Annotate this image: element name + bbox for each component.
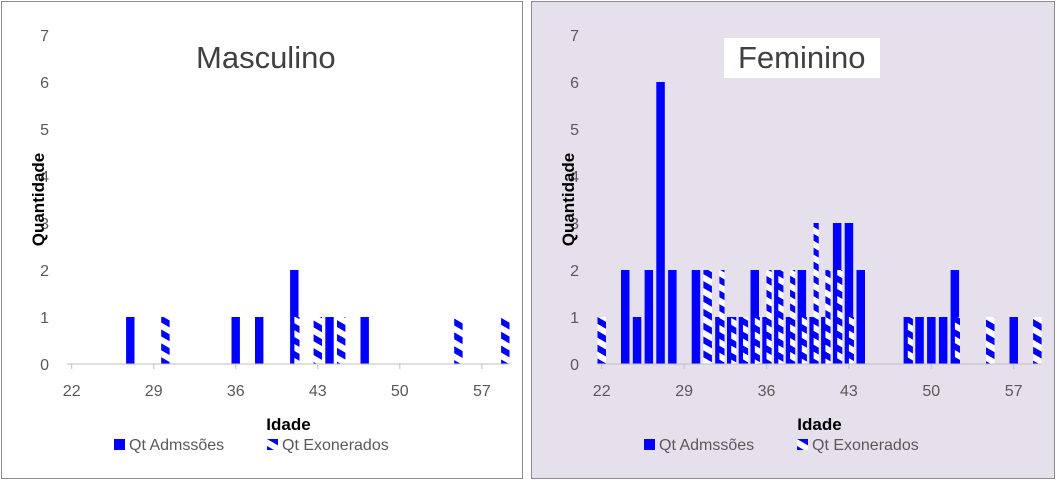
bar-exonerados-37 [778, 270, 784, 364]
bar-exonerados-40 [813, 223, 819, 364]
bar-admissoes-42 [832, 223, 842, 364]
bar-exonerados-36 [766, 270, 772, 364]
chart-panel-masculino: 0 1 2 3 4 5 6 7 22 29 36 43 50 57 Idade Quantidade Qt Ad… [1, 1, 523, 479]
y-tick-label: 6 [570, 75, 579, 92]
bar-admissoes-57 [1009, 317, 1018, 364]
legend-label-exonerados: Qt Exonerados [282, 437, 389, 454]
bar-admissoes-47 [360, 317, 369, 364]
x-axis-title: Idade [797, 415, 841, 434]
y-tick-label: 3 [570, 216, 579, 233]
bar-exonerados-59 [1033, 317, 1042, 364]
legend-label-admissoes: Qt Admssões [129, 437, 224, 454]
bar-admissoes-38 [255, 317, 264, 364]
bar-admissoes-51 [938, 317, 948, 364]
bar-exonerados-41 [825, 270, 831, 364]
y-tick-label: 1 [40, 310, 49, 327]
chart-masculino: 0 1 2 3 4 5 6 7 22 29 36 43 50 57 Idade Quantidade Qt Ad… [29, 28, 510, 454]
y-tick-label: 3 [40, 216, 49, 233]
y-tick-label: 0 [40, 357, 49, 374]
legend-marker-admissoes [114, 439, 125, 450]
bar-exonerados-22 [597, 317, 606, 364]
bar-admissoes-30 [691, 270, 701, 364]
bar-admissoes-41 [290, 270, 299, 364]
x-tick-label: 29 [675, 383, 693, 400]
bar-exonerados-33 [731, 317, 737, 364]
bar-admissoes-28 [668, 270, 677, 364]
legend-label-admissoes: Qt Admssões [659, 437, 754, 454]
y-tick-label: 2 [40, 263, 49, 280]
bar-admissoes-26 [644, 270, 654, 364]
chart-panel-feminino: 0 1 2 3 4 5 6 7 22 29 36 43 50 57 Idade Quantidade Qt Ad… [531, 1, 1055, 479]
y-axis-title: Quantidade [29, 153, 48, 247]
bar-exonerados-32 [719, 270, 725, 364]
bar-exonerados-35 [754, 317, 760, 364]
y-tick-label: 1 [570, 310, 579, 327]
bar-exonerados-43 [848, 317, 854, 364]
bar-admissoes-35 [750, 270, 759, 364]
bar-admissoes-44 [856, 270, 865, 364]
bar-admissoes-27 [126, 317, 135, 364]
y-tick-label: 5 [570, 122, 579, 139]
x-tick-label: 50 [391, 383, 409, 400]
x-tick-label: 43 [309, 383, 327, 400]
legend-marker-admissoes [644, 439, 655, 450]
x-tick-label: 29 [145, 383, 163, 400]
chart-feminino: 0 1 2 3 4 5 6 7 22 29 36 43 50 57 Idade Quantidade Qt Ad… [559, 28, 1042, 454]
legend-marker-exonerados [267, 439, 278, 450]
y-tick-label: 4 [40, 169, 49, 186]
bar-admissoes-52 [950, 270, 960, 364]
x-tick-label: 36 [227, 383, 245, 400]
bar-exonerados-55 [454, 317, 463, 364]
x-tick-label: 22 [63, 383, 81, 400]
bar-admissoes-43 [844, 223, 854, 364]
legend-label-exonerados: Qt Exonerados [812, 437, 919, 454]
y-tick-label: 7 [570, 28, 579, 45]
y-tick-label: 7 [40, 28, 49, 45]
x-tick-label: 57 [473, 383, 491, 400]
chart-title-feminino: Feminino [724, 38, 880, 78]
x-tick-label: 57 [1005, 383, 1023, 400]
chart-title-masculino: Masculino [182, 38, 350, 78]
bar-admissoes-25 [632, 317, 642, 364]
x-tick-label: 50 [922, 383, 940, 400]
bar-exonerados-45 [337, 317, 346, 364]
legend-marker-exonerados [797, 439, 808, 450]
y-tick-label: 0 [570, 357, 579, 374]
bar-exonerados-30 [161, 317, 170, 364]
bar-admissoes-44 [325, 317, 334, 364]
bar-exonerados-39 [801, 317, 807, 364]
y-axis-title: Quantidade [559, 153, 578, 247]
bar-exonerados-41 [294, 317, 300, 364]
bar-exonerados-38 [790, 270, 796, 364]
bar-exonerados-42 [837, 270, 843, 364]
bar-exonerados-55 [986, 317, 995, 364]
x-tick-label: 36 [758, 383, 776, 400]
bar-admissoes-41 [821, 317, 830, 364]
x-tick-label: 22 [593, 383, 611, 400]
y-tick-label: 4 [570, 169, 579, 186]
bar-admissoes-49 [915, 317, 924, 364]
bar-admissoes-27 [656, 82, 665, 364]
bar-admissoes-50 [927, 317, 936, 364]
bar-exonerados-43 [313, 317, 322, 364]
bar-admissoes-24 [621, 270, 630, 364]
x-axis-title: Idade [266, 415, 310, 434]
y-tick-label: 6 [40, 75, 49, 92]
y-tick-label: 5 [40, 122, 49, 139]
bar-admissoes-34 [738, 317, 748, 364]
x-tick-label: 43 [840, 383, 858, 400]
y-tick-label: 2 [570, 263, 579, 280]
bar-exonerados-52 [954, 317, 960, 364]
bar-exonerados-31 [703, 270, 712, 364]
bar-exonerados-59 [501, 317, 510, 364]
bar-admissoes-36 [231, 317, 240, 364]
bar-exonerados-48 [907, 317, 913, 364]
bar-admissoes-38 [785, 317, 795, 364]
bar-exonerados-34 [743, 317, 749, 364]
